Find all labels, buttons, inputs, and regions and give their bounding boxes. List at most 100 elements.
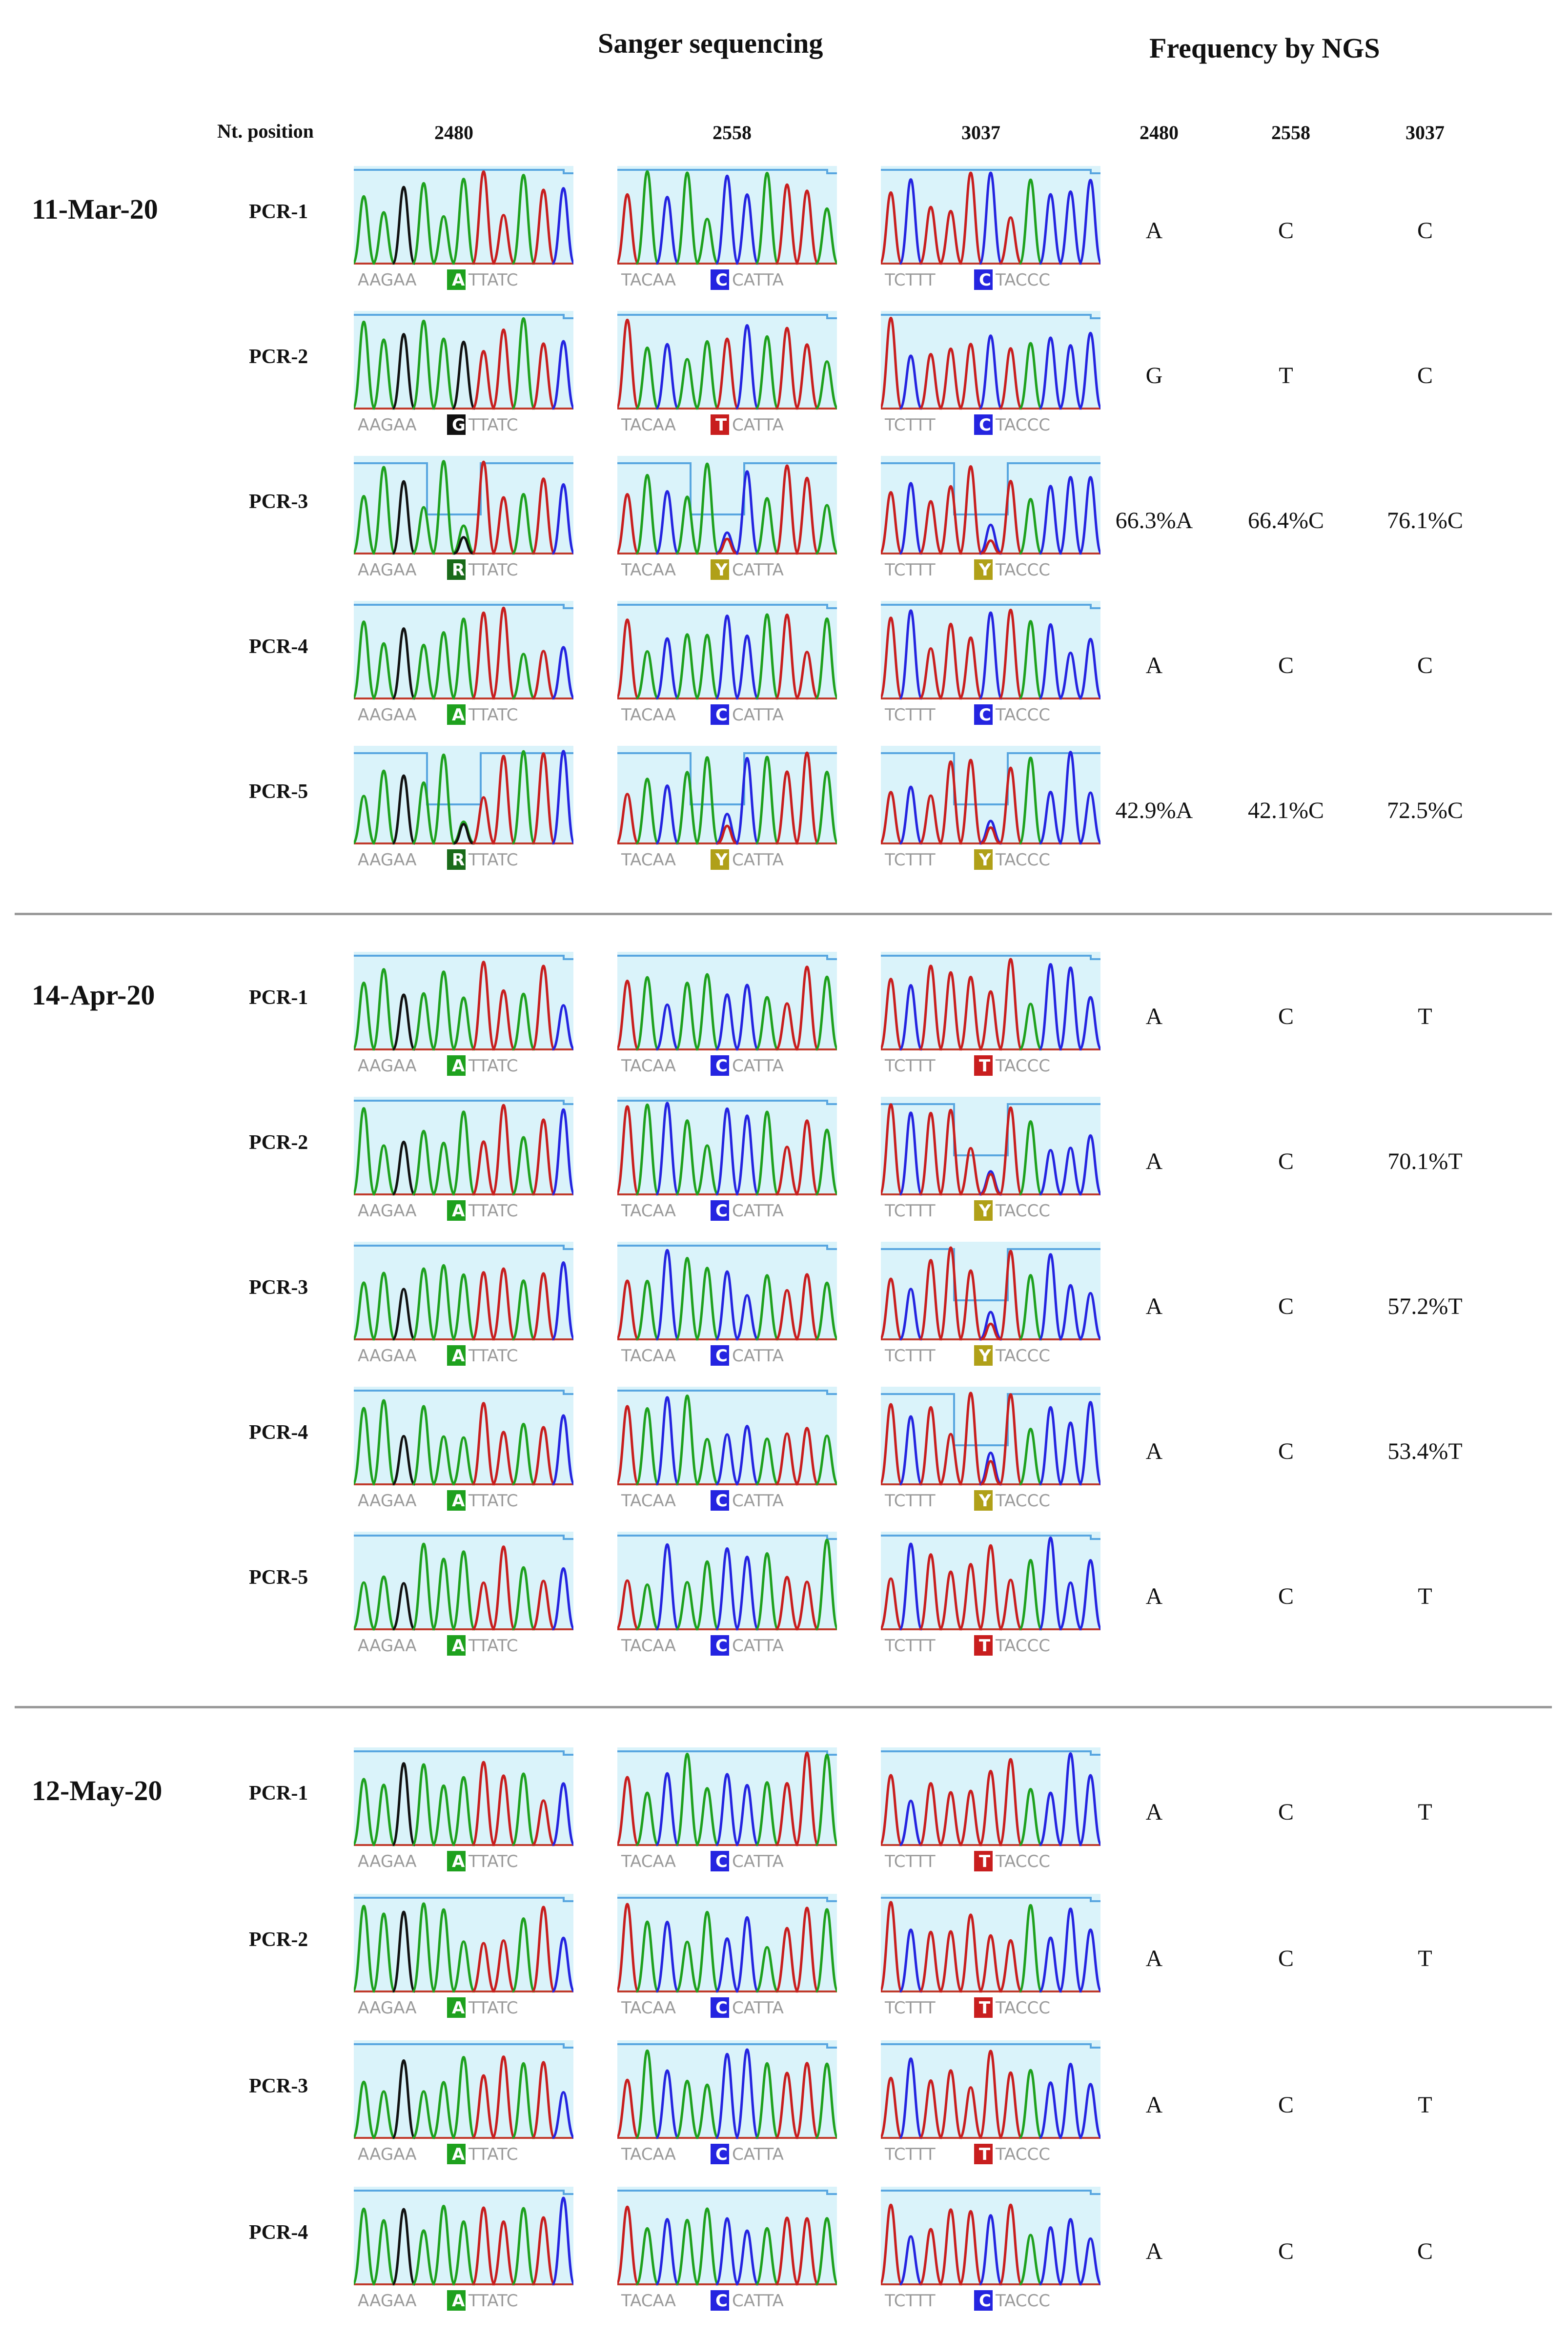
trace-peak <box>432 215 456 265</box>
called-base: R <box>447 849 466 870</box>
trace-peak <box>794 189 819 265</box>
sequence-suffix: TACCC <box>995 2291 1050 2311</box>
sequence-suffix: CATTA <box>732 2145 784 2164</box>
trace-peak <box>1018 178 1043 265</box>
sequence-suffix: TTATC <box>468 560 518 580</box>
trace-peak <box>675 2079 700 2139</box>
position-2558-header: 2558 <box>713 122 752 144</box>
trace-peak <box>1038 2081 1063 2139</box>
svg-text:Y: Y <box>978 850 991 870</box>
trace-peak <box>881 978 903 1051</box>
quality-line <box>617 1245 837 1250</box>
quality-line <box>617 2190 837 2195</box>
trace-peak <box>794 476 819 555</box>
trace-peak <box>938 347 963 410</box>
svg-text:C: C <box>715 1491 728 1511</box>
trace-peak <box>675 1940 699 1993</box>
called-base: A <box>447 1200 466 1221</box>
called-base: T <box>974 1635 993 1656</box>
pcr-label: PCR-5 <box>249 780 308 803</box>
trace-peak <box>754 1274 779 1341</box>
chromatogram-panel: TACAA C CATTA <box>617 1532 837 1659</box>
trace-peak <box>1038 1936 1063 1993</box>
trace-peak <box>978 1934 1003 1993</box>
trace-peak <box>1058 2063 1083 2139</box>
sequence-prefix: TACAA <box>621 415 676 435</box>
sequence-prefix: AAGAA <box>358 2291 417 2311</box>
trace-peak <box>655 343 680 410</box>
trace-peak <box>1078 637 1100 700</box>
sequence-suffix: TACCC <box>995 270 1050 290</box>
trace-peak <box>958 465 983 555</box>
ngs-frequency: 70.1%T <box>1387 1149 1463 1174</box>
trace-peak <box>918 1553 943 1631</box>
trace-peak <box>938 760 963 845</box>
trace-peak <box>655 1102 680 1196</box>
trace-peak <box>635 1407 660 1486</box>
sequence-suffix: TTATC <box>468 850 518 870</box>
trace-peak <box>411 2229 436 2286</box>
trace-peak <box>371 769 396 845</box>
chromatogram-panel: AAGAA A TTATC <box>354 2187 573 2314</box>
ngs-frequency: A <box>1145 2238 1163 2264</box>
pcr-label: PCR-1 <box>249 201 308 223</box>
trace-peak <box>655 784 680 845</box>
chromatogram-panel: TACAA C CATTA <box>617 2187 837 2314</box>
trace-peak <box>371 1399 396 1486</box>
trace-peak <box>655 1543 680 1631</box>
trace-peak <box>795 651 819 700</box>
trace-peak <box>391 2208 416 2286</box>
trace-peak <box>735 1294 759 1341</box>
trace-peak <box>411 319 436 410</box>
trace-peak <box>491 2220 516 2286</box>
trace-peak <box>959 1147 983 1196</box>
svg-text:Y: Y <box>978 1491 991 1511</box>
trace-peak <box>695 1560 720 1631</box>
trace-peak <box>898 1542 923 1631</box>
trace-peak <box>998 479 1023 555</box>
trace-peak <box>471 349 496 410</box>
trace-peak <box>451 1110 476 1196</box>
trace-peak <box>617 193 640 265</box>
ngs-frequency: 66.4%C <box>1248 508 1324 533</box>
trace-peak <box>372 2090 396 2139</box>
trace-peak <box>881 316 903 410</box>
svg-text:C: C <box>715 270 728 290</box>
sequence-prefix: TACAA <box>621 850 676 870</box>
svg-text:C: C <box>715 1998 728 2018</box>
chromatogram-panel: TCTTT Y TACCC <box>881 1387 1100 1514</box>
trace-peak <box>655 1921 680 1993</box>
trace-peak <box>511 750 536 845</box>
chromatogram-panel: AAGAA A TTATC <box>354 1532 573 1659</box>
trace-peak <box>695 1910 720 1993</box>
called-base: C <box>974 704 993 725</box>
trace-peak <box>551 187 573 265</box>
called-base: C <box>711 1345 729 1366</box>
trace-peak-secondary <box>980 826 1001 845</box>
trace-peak <box>471 961 496 1051</box>
trace-peak-secondary <box>980 1322 1001 1341</box>
trace-peak <box>511 1422 536 1486</box>
trace-peak <box>1038 623 1063 700</box>
trace-peak <box>531 1426 556 1486</box>
trace-peak-secondary <box>453 823 474 845</box>
quality-line <box>617 604 837 609</box>
pcr-label: PCR-2 <box>249 1929 308 1951</box>
trace-peak <box>432 1141 456 1196</box>
chromatogram-panel: TCTTT C TACCC <box>881 311 1100 438</box>
trace-peak <box>1079 996 1100 1051</box>
trace-peak <box>775 1432 799 1486</box>
trace-peak <box>695 340 720 410</box>
trace-peak <box>531 752 556 845</box>
trace-peak <box>695 973 720 1051</box>
trace-peak <box>918 1782 943 1847</box>
trace-peak <box>1018 342 1043 410</box>
ngs-position-2558-header: 2558 <box>1271 122 1310 144</box>
trace-peak <box>531 964 556 1051</box>
sequence-prefix: TACAA <box>621 1491 676 1511</box>
trace-peak <box>754 613 779 700</box>
chromatogram-panel: TCTTT T TACCC <box>881 1532 1100 1659</box>
sequence-prefix: AAGAA <box>358 1056 417 1076</box>
svg-text:A: A <box>452 270 465 290</box>
position-2480-header: 2480 <box>434 122 473 144</box>
